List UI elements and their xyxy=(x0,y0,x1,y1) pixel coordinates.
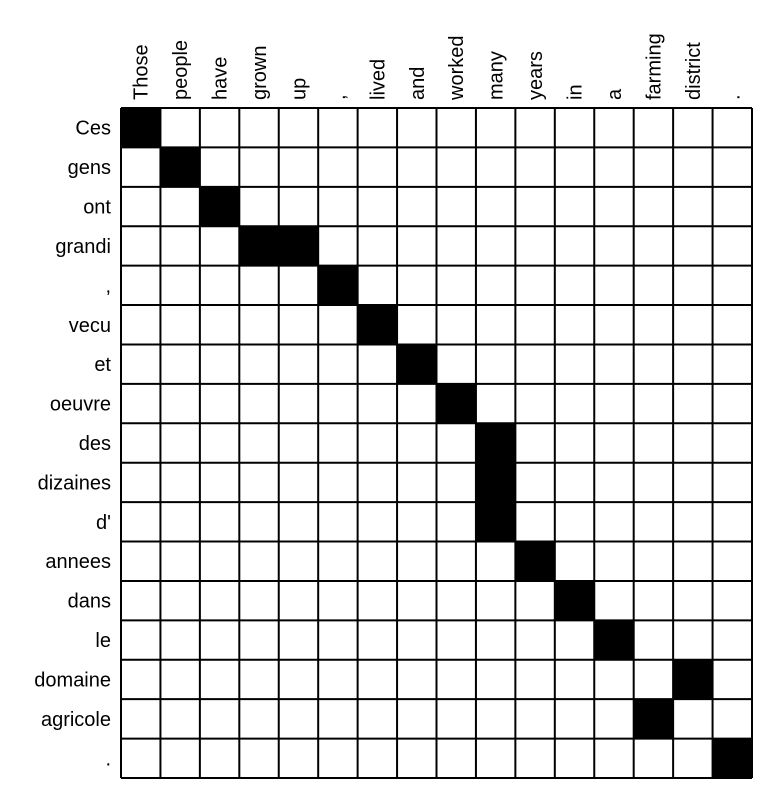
alignment-cell-10-9 xyxy=(475,502,516,542)
column-label: in xyxy=(565,84,587,100)
row-label: domaine xyxy=(34,669,111,691)
column-label: grown xyxy=(249,46,271,100)
column-label: many xyxy=(486,51,508,100)
row-label: . xyxy=(105,748,111,770)
alignment-cell-9-9 xyxy=(475,462,516,503)
column-label: up xyxy=(288,78,310,100)
column-label: . xyxy=(722,94,744,100)
column-label: lived xyxy=(367,59,389,100)
alignment-cell-2-2 xyxy=(199,186,240,227)
english-word-labels: Those people have grown up, lived and worked man… xyxy=(131,33,745,101)
column-label: have xyxy=(210,57,232,100)
row-label: le xyxy=(95,630,111,652)
alignment-cell-14-14 xyxy=(673,659,713,700)
alignment-cell-7-8 xyxy=(436,383,476,424)
alignment-cell-4-5 xyxy=(318,265,358,306)
row-label: grandi xyxy=(55,236,111,258)
column-label: farming xyxy=(643,33,665,100)
alignment-cell-5-6 xyxy=(357,305,398,345)
row-label: , xyxy=(105,275,111,297)
row-label: Ces xyxy=(75,118,111,140)
column-label: a xyxy=(604,88,626,100)
alignment-cell-0-0 xyxy=(121,108,161,148)
row-label: oeuvre xyxy=(50,394,111,416)
row-label: d' xyxy=(96,512,111,534)
alignment-cell-11-10 xyxy=(515,541,555,581)
grid-lines xyxy=(120,107,753,779)
row-label: ont xyxy=(83,197,111,219)
column-label: Those xyxy=(131,44,153,100)
column-label: district xyxy=(683,42,705,100)
alignment-cell-3-3 xyxy=(239,226,279,266)
row-label: agricole xyxy=(41,709,111,731)
column-label: people xyxy=(170,40,192,100)
alignment-cell-15-13 xyxy=(633,699,674,739)
alignment-cell-13-12 xyxy=(594,620,634,660)
column-label: years xyxy=(525,51,547,100)
alignment-cell-6-7 xyxy=(397,344,437,384)
french-word-labels: Ces gens ont grandi, vecu et oeuvre des dizaines… xyxy=(34,118,111,771)
row-label: dans xyxy=(68,591,111,613)
row-label: dizaines xyxy=(38,472,111,494)
alignment-cell-16-15 xyxy=(712,738,752,778)
column-label: , xyxy=(328,94,350,100)
column-label: worked xyxy=(446,36,468,101)
column-label: and xyxy=(407,67,429,100)
alignment-cell-8-9 xyxy=(475,423,516,463)
row-label: des xyxy=(79,433,111,455)
alignment-cell-1-1 xyxy=(160,147,200,187)
alignment-cell-12-11 xyxy=(554,580,595,621)
row-label: vecu xyxy=(69,315,111,337)
row-label: gens xyxy=(68,157,111,179)
row-label: et xyxy=(94,354,111,376)
alignment-cell-3-4 xyxy=(278,226,319,266)
row-label: annees xyxy=(45,551,111,573)
